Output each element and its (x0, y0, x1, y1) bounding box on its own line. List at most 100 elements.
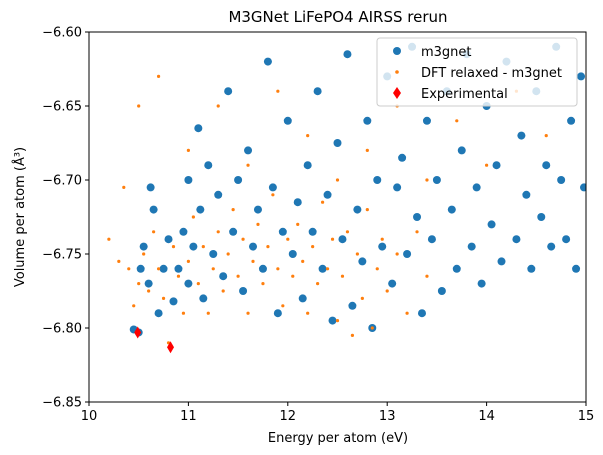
series-0-point-91 (567, 116, 576, 125)
series-1-point-50 (360, 296, 364, 300)
legend: m3gnet DFT relaxed - m3gnet Experimental (376, 37, 578, 107)
series-1-point-62 (186, 148, 190, 152)
series-1-point-68 (365, 148, 369, 152)
series-1-point-2 (122, 185, 126, 189)
series-0-point-15 (189, 242, 198, 251)
series-0-point-57 (393, 183, 402, 192)
series-1-point-4 (132, 304, 136, 308)
series-0-point-87 (547, 242, 556, 251)
series-0-point-8 (159, 264, 168, 273)
series-0-point-54 (378, 242, 387, 251)
series-1-point-60 (137, 104, 141, 108)
series-1-point-51 (365, 208, 369, 212)
series-1-point-5 (137, 282, 141, 286)
series-1-point-0 (107, 237, 111, 241)
series-1-point-6 (142, 252, 146, 256)
series-1-point-31 (266, 245, 270, 249)
series-0-point-61 (413, 213, 422, 221)
series-1-point-26 (241, 237, 245, 241)
series-1-point-38 (301, 259, 305, 263)
series-1-point-9 (156, 267, 161, 271)
series-1-point-20 (211, 267, 215, 271)
series-0-point-17 (196, 205, 205, 214)
series-0-point-49 (353, 205, 362, 214)
series-0-point-76 (487, 220, 496, 229)
plot-frame (88, 31, 587, 403)
series-1-point-21 (216, 230, 220, 234)
x-tick-label-2: 12 (280, 409, 297, 424)
series-1-point-30 (261, 282, 265, 286)
legend-marker-m3gnet (393, 47, 401, 55)
series-0-point-94 (580, 183, 586, 192)
series-1-point-29 (256, 222, 260, 226)
x-axis: 10 11 12 13 14 15 (81, 402, 595, 424)
x-tick-label-1: 11 (180, 409, 197, 424)
series-0-point-36 (288, 250, 297, 258)
series-1-point-12 (171, 245, 176, 249)
series-1-point-24 (231, 208, 235, 212)
series-0-point-32 (268, 183, 277, 192)
y-tick-label-4: −6.65 (42, 100, 82, 115)
series-0-point-34 (278, 227, 287, 236)
series-1-point-45 (335, 319, 340, 323)
series-1-point-17 (196, 282, 200, 286)
series-1-point-32 (271, 193, 275, 197)
series-0-point-3 (139, 242, 148, 251)
series-0-point-27 (244, 146, 253, 155)
series-1-point-37 (296, 222, 300, 226)
series-1-point-7 (147, 289, 151, 293)
series-1-point-54 (380, 237, 384, 241)
series-0-point-45 (333, 139, 342, 147)
series-0-point-59 (403, 250, 412, 258)
series-0-point-21 (214, 190, 223, 199)
series-1-point-47 (345, 230, 350, 234)
series-1-point-72 (485, 163, 489, 167)
series-1-point-19 (206, 311, 210, 315)
series-1-point-23 (226, 252, 230, 256)
series-1-point-34 (281, 304, 285, 308)
x-tick-label-5: 15 (578, 409, 595, 424)
series-1-point-8 (152, 230, 156, 234)
series-0-point-92 (572, 264, 581, 273)
series-1-point-57 (405, 311, 409, 315)
chart-title: M3GNet LiFePO4 AIRSS rerun (228, 8, 447, 26)
y-axis: −6.85 −6.80 −6.75 −6.70 −6.65 −6.60 (42, 26, 89, 411)
series-0-point-90 (562, 235, 571, 244)
series-0-point-68 (447, 205, 456, 214)
series-1-point-59 (425, 274, 429, 278)
series-2-point-1 (167, 341, 175, 354)
scatter-points (107, 42, 586, 354)
series-0-point-56 (388, 279, 397, 288)
series-0-point-44 (328, 316, 337, 325)
series-1-point-48 (350, 333, 355, 337)
series-0-point-14 (184, 279, 193, 288)
legend-label-experimental: Experimental (421, 87, 508, 102)
series-0-point-80 (512, 235, 521, 244)
series-1-point-41 (316, 282, 320, 286)
y-tick-label-5: −6.60 (42, 26, 82, 41)
series-0-point-20 (209, 250, 218, 258)
y-tick-label-0: −6.85 (42, 396, 82, 411)
series-0-point-42 (318, 264, 327, 273)
series-0-point-18 (199, 294, 208, 303)
series-0-point-19 (204, 161, 213, 170)
series-0-point-13 (184, 176, 193, 184)
series-0-point-28 (249, 242, 258, 251)
legend-box (376, 37, 578, 107)
series-1-point-61 (156, 74, 161, 78)
series-1-point-71 (455, 119, 459, 123)
series-2-point-0 (134, 326, 142, 339)
series-1-point-65 (276, 89, 280, 93)
series-0-point-11 (174, 264, 183, 273)
series-1-point-35 (286, 237, 290, 241)
series-1-point-15 (186, 259, 190, 263)
series-1-point-25 (236, 274, 240, 278)
series-0-point-9 (164, 235, 173, 244)
legend-marker-dft (395, 70, 399, 74)
series-0-point-70 (457, 146, 466, 155)
series-1-point-13 (176, 274, 181, 278)
series-1-point-3 (127, 267, 131, 271)
series-1-point-55 (385, 289, 389, 293)
series-1-point-27 (246, 311, 250, 315)
